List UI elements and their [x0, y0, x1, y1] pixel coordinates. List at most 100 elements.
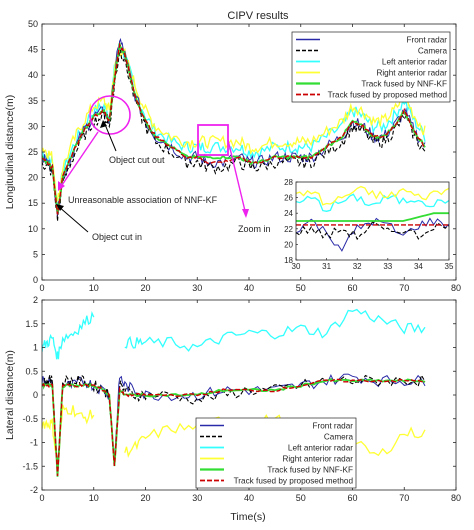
inset-ytick-label: 18	[284, 256, 293, 265]
bottom-panel: 0 10 20 30 40 50 60 70 80 -2 -1.5 -1 -0.5 0 0.5 1 1.5 2 L…	[4, 295, 461, 523]
inset-ytick-label: 24	[284, 209, 293, 218]
bottom-legend-box	[195, 417, 357, 489]
cut-out-circle	[89, 95, 131, 135]
top-ytick-label: 20	[28, 173, 38, 183]
top-ytick-label: 10	[28, 224, 38, 234]
bottom-legend: Front radar Camera Left anterior radar Righ…	[195, 417, 357, 489]
bottom-series-track-fused-by-nnf-kf	[42, 378, 426, 477]
top-xtick-label: 30	[192, 283, 202, 293]
cut-out-arrow-line	[103, 121, 117, 152]
cut-out-arrowhead	[100, 120, 107, 128]
inset-series-group	[295, 185, 450, 252]
bottom-xtick-label: 50	[296, 493, 306, 503]
top-ytick-label: 35	[28, 96, 38, 106]
top-ticks: 0 10 20 30 40 50 60 70 80 0 5 10 15 20 25 30 35 40 45 50	[28, 19, 461, 293]
top-ytick-label: 5	[33, 249, 38, 259]
bottom-ytick-label: 1	[33, 343, 38, 353]
inset-xtick-label: 32	[353, 262, 362, 271]
inset-ytick-label: 26	[284, 194, 293, 203]
top-xtick-label: 80	[451, 283, 461, 293]
top-ytick-label: 50	[28, 19, 38, 29]
inset-frame	[295, 181, 450, 261]
bottom-xtick-label: 40	[244, 493, 254, 503]
top-xtick-label: 0	[39, 283, 44, 293]
inset-xtick-label: 33	[383, 262, 392, 271]
inset-series-camera	[295, 221, 450, 241]
bottom-ytick-label: 0.5	[25, 366, 38, 376]
bottom-legend-label-track-fused-by-nnf-kf: Track fused by NNF-KF	[267, 466, 353, 475]
bottom-ytick-label: -2	[30, 485, 38, 495]
cut-in-arrow-line	[57, 205, 89, 233]
cut-in-arrowhead	[56, 204, 64, 211]
bottom-ytick-label: -0.5	[22, 414, 38, 424]
top-legend-label-track-fused-by-nnf-kf: Track fused by NNF-KF	[361, 80, 447, 89]
annotations: Object cut out Unreasonable association …	[56, 95, 271, 242]
bottom-legend-label-left-anterior-radar: Left anterior radar	[288, 444, 353, 453]
bottom-xtick-label: 70	[399, 493, 409, 503]
top-ytick-label: 45	[28, 45, 38, 55]
inset-ytick-label: 22	[284, 225, 293, 234]
inset-series-front-radar	[295, 217, 450, 252]
top-xtick-label: 70	[399, 283, 409, 293]
zoom-connector-1	[227, 139, 247, 216]
top-legend: Front radar Camera Left anterior radar Righ…	[291, 31, 451, 103]
top-legend-box	[291, 31, 451, 103]
inset-ytick-label: 28	[284, 178, 293, 187]
x-axis-label: Time(s)	[230, 511, 265, 523]
zoom-in-label: Zoom in	[238, 224, 271, 234]
figure-title: CIPV results	[227, 10, 289, 22]
top-ylabel: Longitudinal distance(m)	[4, 95, 16, 209]
top-series-right-anterior-radar	[42, 47, 426, 202]
top-xtick-label: 60	[347, 283, 357, 293]
top-legend-label-front-radar: Front radar	[407, 36, 448, 45]
inset-series-left-anterior-radar	[295, 193, 450, 212]
bottom-series-left-anterior-radar	[42, 308, 426, 360]
bottom-xtick-label: 30	[192, 493, 202, 503]
top-series-group	[42, 37, 426, 222]
inset-xtick-label: 31	[322, 262, 331, 271]
top-panel: 0 10 20 30 40 50 60 70 80 0 5 10 15 20 25 30 35 40 45 50 Lo…	[4, 19, 461, 293]
bottom-legend-label-camera: Camera	[324, 433, 354, 442]
inset-ytick-label: 20	[284, 240, 293, 249]
top-legend-label-track-fused-by-proposed-method: Track fused by proposed method	[328, 91, 448, 100]
top-series-track-fused-by-proposed-method	[42, 42, 426, 215]
top-xtick-label: 40	[244, 283, 254, 293]
inset-xtick-label: 34	[414, 262, 423, 271]
inset-xtick-label: 30	[292, 262, 301, 271]
object-cut-in-label: Object cut in	[92, 232, 142, 242]
top-legend-label-left-anterior-radar: Left anterior radar	[382, 58, 447, 67]
bottom-ytick-label: 2	[33, 295, 38, 305]
top-ytick-label: 40	[28, 70, 38, 80]
top-series-camera	[42, 49, 426, 222]
bottom-xtick-label: 60	[347, 493, 357, 503]
inset-series-track-fused-by-nnf-kf	[296, 212, 449, 222]
inset-series-right-anterior-radar	[295, 185, 450, 206]
unreasonable-arrowhead	[58, 181, 65, 191]
top-xtick-label: 50	[296, 283, 306, 293]
bottom-ytick-label: 1.5	[25, 319, 38, 329]
unreasonable-arrow-line	[59, 131, 99, 189]
bottom-series-track-fused-by-proposed-method	[42, 378, 426, 477]
bottom-legend-label-front-radar: Front radar	[313, 422, 354, 431]
bottom-ytick-label: 0	[33, 390, 38, 400]
bottom-ticks: 0 10 20 30 40 50 60 70 80 -2 -1.5 -1 -0.5 0 0.5 1 1.5 2	[22, 295, 461, 503]
inset-xtick-label: 35	[445, 262, 454, 271]
top-legend-label-camera: Camera	[418, 47, 448, 56]
bottom-series-group	[42, 308, 426, 477]
top-legend-label-right-anterior-radar: Right anterior radar	[376, 69, 447, 78]
zoom-arrowhead	[242, 209, 249, 218]
bottom-ytick-label: -1	[30, 438, 38, 448]
bottom-xtick-label: 20	[140, 493, 150, 503]
top-xtick-label: 10	[89, 283, 99, 293]
bottom-ytick-label: -1.5	[22, 461, 38, 471]
bottom-ylabel: Lateral distance(m)	[4, 350, 16, 440]
bottom-legend-label-track-fused-by-proposed-method: Track fused by proposed method	[234, 477, 354, 486]
bottom-xtick-label: 80	[451, 493, 461, 503]
top-xtick-label: 20	[140, 283, 150, 293]
top-ytick-label: 0	[33, 275, 38, 285]
bottom-legend-label-right-anterior-radar: Right anterior radar	[282, 455, 353, 464]
bottom-xtick-label: 0	[39, 493, 44, 503]
top-ytick-label: 25	[28, 147, 38, 157]
top-ytick-label: 30	[28, 121, 38, 131]
